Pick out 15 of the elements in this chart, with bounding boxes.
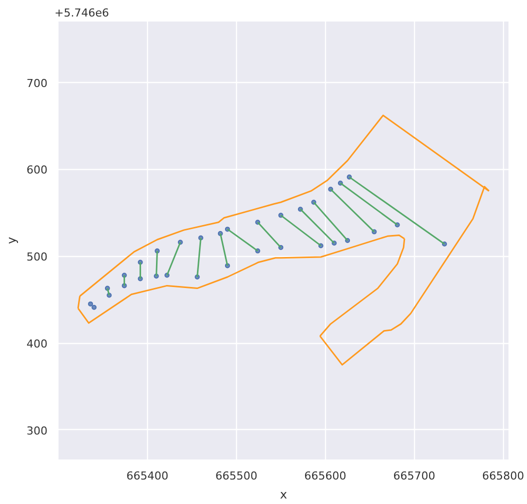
x-tick-label: 665800 — [482, 470, 524, 482]
y-tick-label: 600 — [26, 164, 48, 177]
x-tick-label: 665500 — [215, 470, 258, 482]
x-axis-title: x — [280, 488, 288, 502]
y-axis-title: y — [4, 236, 19, 244]
y-tick-label: 700 — [26, 76, 48, 90]
x-tick-label: 665700 — [393, 470, 436, 482]
text: +5.746e6 — [54, 6, 109, 20]
y-tick-label: 300 — [26, 424, 48, 438]
point — [92, 304, 97, 310]
y-tick-label: 400 — [26, 338, 48, 351]
x-tick-label: 665400 — [126, 470, 168, 482]
point — [88, 301, 94, 306]
y-tick-label: 500 — [26, 250, 48, 264]
x-tick-label: 665600 — [304, 470, 346, 482]
